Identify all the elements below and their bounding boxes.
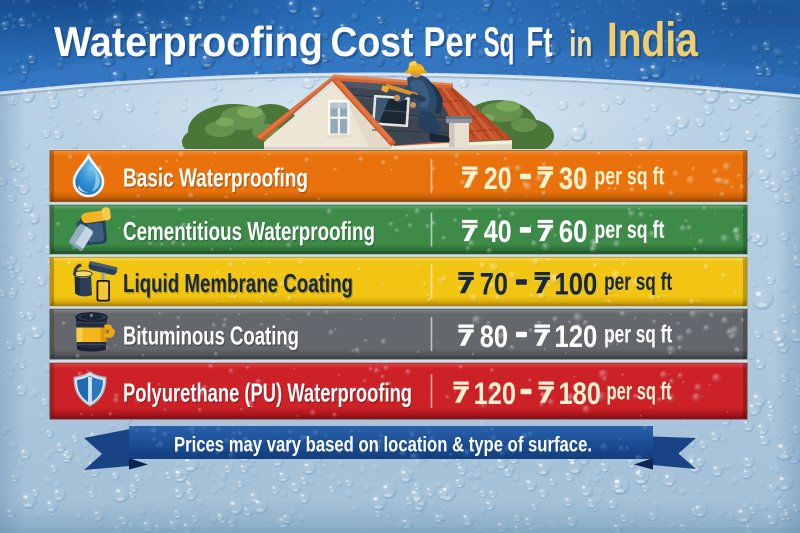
svg-text:Sq: Sq xyxy=(486,20,517,67)
svg-text:Cementitious Waterproofing: Cementitious Waterproofing xyxy=(123,216,375,246)
svg-text:Cost: Cost xyxy=(331,18,414,65)
svg-text:Basic Waterproofing: Basic Waterproofing xyxy=(123,163,308,193)
svg-text:80: 80 xyxy=(480,318,508,354)
svg-text:Per: Per xyxy=(426,20,479,67)
svg-text:Cost: Cost xyxy=(333,20,416,67)
svg-text:Polyurethane (PU) Waterproofin: Polyurethane (PU) Waterproofing xyxy=(124,379,413,409)
svg-text:Waterproofing: Waterproofing xyxy=(56,20,325,67)
svg-text:Cementitious Waterproofing: Cementitious Waterproofing xyxy=(124,218,376,248)
svg-text:Bituminous Coating: Bituminous Coating xyxy=(123,321,299,351)
svg-text:in: in xyxy=(569,23,592,64)
svg-text:Basic Waterproofing: Basic Waterproofing xyxy=(124,164,309,194)
svg-text:Prices may vary based on locat: Prices may vary based on location & type… xyxy=(174,434,592,457)
svg-text:per sq ft: per sq ft xyxy=(594,162,664,190)
svg-text:60: 60 xyxy=(559,213,588,249)
svg-text:120: 120 xyxy=(474,375,516,411)
svg-text:per sq ft: per sq ft xyxy=(594,216,664,244)
svg-text:Liquid Membrane Coating: Liquid Membrane Coating xyxy=(124,270,354,300)
svg-text:20: 20 xyxy=(484,160,512,196)
svg-text:per sq ft: per sq ft xyxy=(607,377,672,405)
svg-text:Ft: Ft xyxy=(529,20,555,67)
svg-text:180: 180 xyxy=(559,375,601,411)
svg-text:Bituminous Coating: Bituminous Coating xyxy=(124,322,300,352)
svg-text:Waterproofing: Waterproofing xyxy=(54,18,323,65)
svg-text:70: 70 xyxy=(480,265,508,301)
svg-text:30: 30 xyxy=(559,160,588,196)
svg-text:120: 120 xyxy=(554,318,597,354)
svg-text:Sq: Sq xyxy=(484,18,515,65)
svg-text:100: 100 xyxy=(554,265,597,301)
svg-text:Ft: Ft xyxy=(527,18,553,65)
svg-text:India: India xyxy=(609,16,700,69)
svg-text:Liquid Membrane Coating: Liquid Membrane Coating xyxy=(123,268,353,298)
svg-text:Per: Per xyxy=(424,18,477,65)
svg-text:Polyurethane (PU) Waterproofin: Polyurethane (PU) Waterproofing xyxy=(123,378,412,408)
svg-text:India: India xyxy=(607,14,698,67)
svg-text:per sq ft: per sq ft xyxy=(604,268,672,296)
svg-text:40: 40 xyxy=(484,213,512,249)
svg-text:in: in xyxy=(571,25,594,66)
svg-text:per sq ft: per sq ft xyxy=(604,320,672,348)
